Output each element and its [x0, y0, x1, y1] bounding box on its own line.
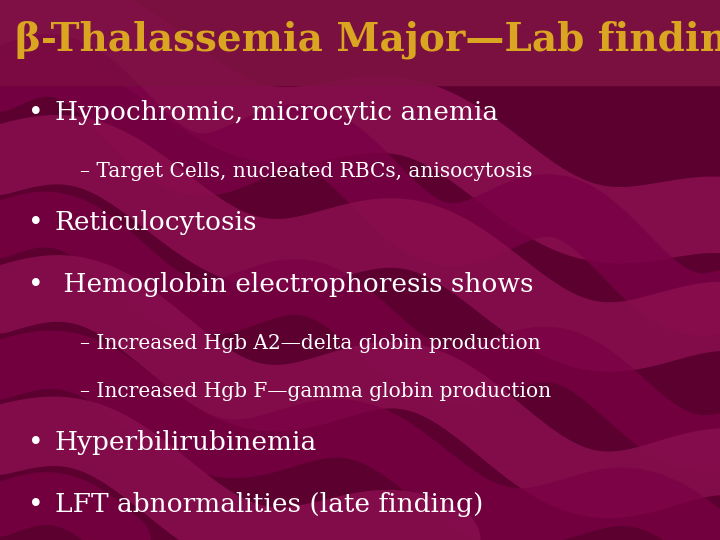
Bar — [0, 0, 720, 85]
Text: •: • — [28, 430, 44, 455]
Bar — [0, 0, 720, 85]
Text: – Increased Hgb F—gamma globin production: – Increased Hgb F—gamma globin productio… — [80, 382, 551, 401]
Text: – Increased Hgb A2—delta globin production: – Increased Hgb A2—delta globin producti… — [80, 334, 541, 353]
Text: •: • — [28, 492, 44, 517]
Text: •: • — [28, 100, 44, 125]
Text: Hyperbilirubinemia: Hyperbilirubinemia — [55, 430, 318, 455]
Text: Hemoglobin electrophoresis shows: Hemoglobin electrophoresis shows — [55, 272, 534, 297]
Text: – Target Cells, nucleated RBCs, anisocytosis: – Target Cells, nucleated RBCs, anisocyt… — [80, 162, 532, 181]
Text: •: • — [28, 210, 44, 235]
Text: Reticulocytosis: Reticulocytosis — [55, 210, 258, 235]
Text: β-Thalassemia Major—Lab findings: β-Thalassemia Major—Lab findings — [15, 21, 720, 59]
Text: •: • — [28, 272, 44, 297]
Text: Hypochromic, microcytic anemia: Hypochromic, microcytic anemia — [55, 100, 498, 125]
Text: LFT abnormalities (late finding): LFT abnormalities (late finding) — [55, 492, 483, 517]
